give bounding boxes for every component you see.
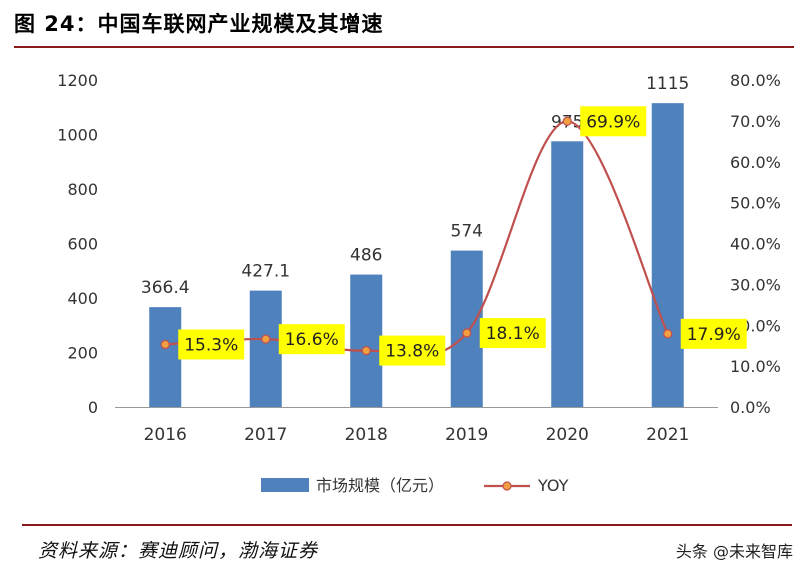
yoy-value-label: 17.9%: [687, 325, 741, 345]
bar-value-label: 574: [451, 222, 483, 242]
watermark: 头条 @未来智库: [675, 542, 793, 561]
legend-line-label: YOY: [537, 476, 569, 495]
yoy-value-label: 15.3%: [184, 335, 238, 355]
yoy-label-background: [379, 335, 446, 366]
yoy-value-label: 18.1%: [486, 324, 540, 344]
y-left-tick-label: 600: [67, 235, 98, 254]
y-right-tick-label: 10.0%: [730, 357, 781, 376]
bar: [651, 103, 684, 407]
x-tick-label: 2017: [244, 425, 287, 445]
bar: [149, 307, 182, 407]
bar: [249, 290, 282, 407]
x-tick-label: 2021: [646, 425, 689, 445]
legend-bar-label: 市场规模（亿元）: [316, 476, 444, 495]
y-right-tick-label: 30.0%: [730, 275, 781, 294]
yoy-point: [462, 328, 472, 338]
y-left-tick-label: 1200: [57, 71, 98, 90]
bar-value-label: 486: [350, 246, 382, 266]
yoy-label-background: [278, 324, 345, 355]
bar: [350, 274, 383, 407]
y-right-tick-label: 70.0%: [730, 112, 781, 131]
y-left-tick-label: 200: [67, 344, 98, 363]
yoy-value-label: 13.8%: [385, 342, 439, 362]
x-tick-label: 2019: [445, 425, 488, 445]
y-right-tick-label: 40.0%: [730, 235, 781, 254]
yoy-value-label: 16.6%: [285, 330, 339, 350]
y-right-tick-label: 80.0%: [730, 71, 781, 90]
y-left-tick-label: 1000: [57, 126, 98, 145]
x-tick-label: 2018: [345, 425, 388, 445]
source-divider: [22, 524, 792, 526]
yoy-point: [361, 345, 371, 356]
x-tick-label: 2020: [546, 425, 589, 445]
source-note: 资料来源：赛迪顾问，渤海证券: [38, 540, 319, 562]
yoy-point: [160, 339, 170, 350]
bar: [551, 141, 584, 407]
x-tick-label: 2016: [144, 425, 187, 445]
yoy-point: [562, 116, 572, 126]
y-left-tick-label: 0: [88, 398, 98, 417]
legend-line-marker: [502, 481, 512, 491]
yoy-point: [663, 329, 673, 339]
y-right-tick-label: 50.0%: [730, 194, 781, 213]
yoy-value-label: 69.9%: [586, 112, 640, 132]
y-left-tick-label: 400: [67, 289, 98, 308]
yoy-point: [261, 334, 271, 344]
yoy-label-background: [479, 318, 546, 349]
yoy-line: [165, 120, 669, 357]
y-left-tick-label: 800: [67, 180, 98, 199]
bar-value-label: 427.1: [241, 262, 290, 282]
y-right-tick-label: 0.0%: [730, 398, 771, 417]
yoy-label-background: [178, 329, 245, 360]
bar-value-label: 366.4: [141, 278, 190, 298]
chart-title: 图 24：中国车联网产业规模及其增速: [14, 12, 384, 36]
title-divider: [14, 46, 794, 48]
chart: 0200400600800100012000.0%10.0%20.0%30.0%…: [57, 71, 781, 495]
yoy-label-background: [580, 106, 647, 137]
legend-bar-swatch: [261, 478, 309, 492]
bar-value-label: 1115: [646, 74, 689, 94]
yoy-label-background: [680, 318, 747, 349]
y-right-tick-label: 60.0%: [730, 153, 781, 172]
